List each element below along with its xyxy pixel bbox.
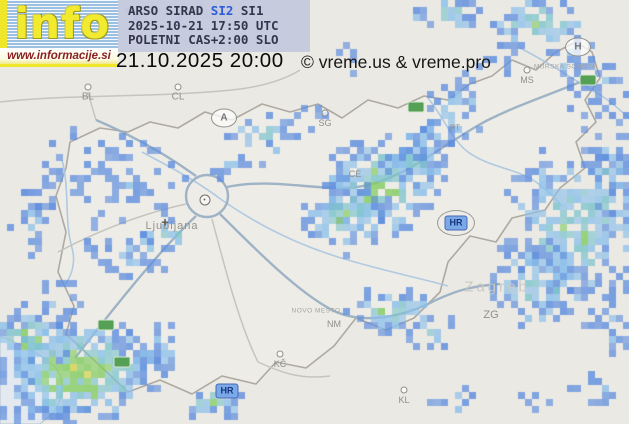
map-label-celje: CE <box>348 169 362 179</box>
map-label-karlovac: KL <box>398 395 410 405</box>
map-label-ptuj: PT <box>449 123 461 133</box>
map-label-kocevje: KČ <box>273 359 287 369</box>
logo-yellow-bar <box>0 0 7 67</box>
local-timestamp: 21.10.2025 20:00 <box>116 49 284 72</box>
city-dot-murska-sobota-abbr <box>523 66 531 74</box>
road-badge-0 <box>579 74 597 86</box>
airport-icon: + <box>161 214 169 230</box>
croatia-badge-east-ring <box>437 210 475 236</box>
city-dot-celovec <box>174 83 182 91</box>
logo-underline <box>0 64 118 67</box>
site-url: www.informacije.si <box>0 48 118 64</box>
city-dot-kocevje <box>276 350 284 358</box>
croatia-badge-south: HR <box>215 383 239 399</box>
logo-text: info <box>14 0 111 48</box>
map-label-novo-mesto-abbr: NM <box>327 319 341 329</box>
map-label-ljubljana: Ljubljana <box>145 220 199 232</box>
radar-local-note: POLETNI CAS+2:00 SLO <box>128 32 279 47</box>
map-label-bled: BL <box>81 91 95 103</box>
map-label-celovec: CL <box>171 91 185 103</box>
hungary-badge: H <box>565 37 591 57</box>
map-label-zagreb: Zagreb <box>464 278 530 296</box>
radar-header-box: ARSO SIRAD SI2 SI1 2025-10-21 17:50 UTC … <box>118 0 310 52</box>
radar-product-line: ARSO SIRAD SI2 SI1 <box>128 3 264 18</box>
city-dot-bled <box>84 83 92 91</box>
map-label-slovenj-gradec: SG <box>318 118 332 128</box>
road-badge-1 <box>407 101 425 113</box>
road-badge-2 <box>97 319 115 331</box>
site-logo: info www.informacije.si <box>0 0 118 67</box>
croatia-badge-east: HR <box>444 215 468 231</box>
road-badge-3 <box>113 356 131 368</box>
copyright-text: © vreme.us & vreme.pro <box>301 52 491 72</box>
map-label-murska-sobota: MURSKA SOBOTA <box>533 63 597 71</box>
logo-stripes-background: info <box>7 0 118 48</box>
austria-badge: A <box>211 108 237 128</box>
junction-icon <box>199 194 211 206</box>
map-label-novo-mesto: NOVO MESTO <box>291 307 341 315</box>
map-label-murska-sobota-abbr: MS <box>520 75 534 85</box>
city-dot-slovenj-gradec <box>321 109 329 117</box>
radar-utc-time: 2025-10-21 17:50 UTC <box>128 18 279 33</box>
city-dot-karlovac <box>400 386 408 394</box>
map-label-zagreb-abbr: ZG <box>483 309 499 321</box>
